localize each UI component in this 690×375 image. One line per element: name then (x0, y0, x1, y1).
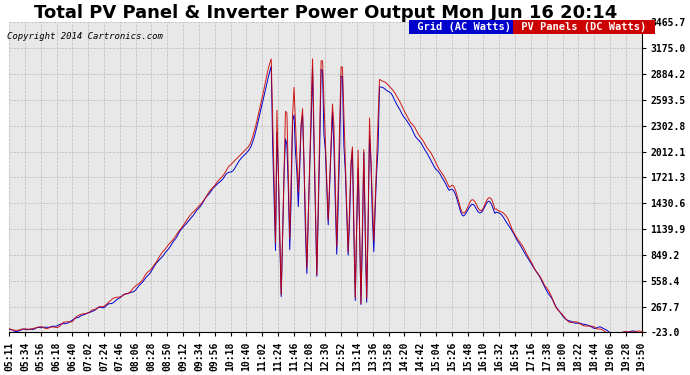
Text: Grid (AC Watts): Grid (AC Watts) (411, 22, 517, 32)
Text: PV Panels (DC Watts): PV Panels (DC Watts) (515, 22, 653, 32)
Text: Copyright 2014 Cartronics.com: Copyright 2014 Cartronics.com (7, 32, 163, 41)
Title: Total PV Panel & Inverter Power Output Mon Jun 16 20:14: Total PV Panel & Inverter Power Output M… (34, 4, 617, 22)
